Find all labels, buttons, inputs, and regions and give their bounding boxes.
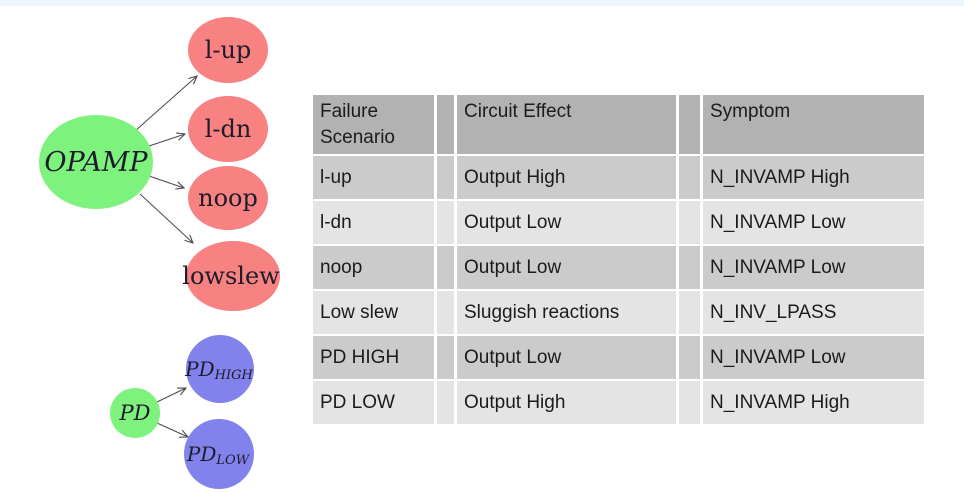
node-noop-label: noop xyxy=(198,184,258,212)
node-pd-low-label: PDLOW xyxy=(186,442,251,468)
header-symptom: Symptom xyxy=(703,95,924,154)
table-spacer-cell xyxy=(437,156,454,199)
node-lowslew-label: lowslew xyxy=(182,262,280,290)
node-l-dn: l-dn xyxy=(188,96,268,162)
table-cell-effect: Sluggish reactions xyxy=(457,291,676,334)
node-l-up: l-up xyxy=(188,17,268,83)
table-cell-scenario: Low slew xyxy=(313,291,434,334)
pd-high-subscript: HIGH xyxy=(214,368,254,383)
node-opamp: OPAMP xyxy=(39,115,153,209)
table-cell-scenario: l-dn xyxy=(313,201,434,244)
node-lowslew: lowslew xyxy=(182,241,280,311)
failure-table: Failure Scenario Circuit Effect Symptom … xyxy=(313,95,924,424)
table-cell-symptom: N_INVAMP High xyxy=(703,156,924,199)
table-spacer-cell xyxy=(679,95,700,154)
node-l-dn-label: l-dn xyxy=(205,115,252,143)
edge-opamp-noop xyxy=(148,175,184,188)
header-circuit-effect: Circuit Effect xyxy=(457,95,676,154)
table-cell-symptom: N_INVAMP High xyxy=(703,381,924,424)
node-pd-label: PD xyxy=(119,401,151,425)
table-spacer-cell xyxy=(679,246,700,289)
table-spacer-cell xyxy=(437,95,454,154)
table-cell-effect: Output High xyxy=(457,381,676,424)
node-opamp-label: OPAMP xyxy=(44,147,148,178)
table-spacer-cell xyxy=(437,291,454,334)
table-cell-symptom: N_INVAMP Low xyxy=(703,201,924,244)
edge-pd-high xyxy=(156,388,186,403)
node-noop: noop xyxy=(188,166,268,230)
table-cell-effect: Output Low xyxy=(457,336,676,379)
pd-edges xyxy=(156,388,188,437)
edge-opamp-l-up xyxy=(134,76,197,132)
table-spacer-cell xyxy=(437,201,454,244)
edge-pd-low xyxy=(156,422,188,437)
table-cell-effect: Output High xyxy=(457,156,676,199)
pd-low-main: PD xyxy=(186,442,217,466)
table-spacer-cell xyxy=(679,201,700,244)
table-cell-scenario: PD HIGH xyxy=(313,336,434,379)
node-pd-high: PDHIGH xyxy=(184,335,254,403)
node-pd-high-label: PDHIGH xyxy=(184,357,253,383)
table-cell-scenario: noop xyxy=(313,246,434,289)
fault-diagram: OPAMP l-up l-dn noop lowslew PD PDHIGH P… xyxy=(39,17,280,489)
table-cell-scenario: l-up xyxy=(313,156,434,199)
opamp-edges xyxy=(134,76,197,243)
node-pd: PD xyxy=(110,388,160,438)
edge-opamp-lowslew xyxy=(139,193,193,243)
table-spacer-cell xyxy=(679,336,700,379)
header-failure-scenario: Failure Scenario xyxy=(313,95,434,154)
table-cell-effect: Output Low xyxy=(457,246,676,289)
top-strip xyxy=(0,0,964,6)
pd-high-main: PD xyxy=(184,357,215,381)
edge-opamp-l-dn xyxy=(148,134,185,147)
table-cell-symptom: N_INV_LPASS xyxy=(703,291,924,334)
table-cell-symptom: N_INVAMP Low xyxy=(703,246,924,289)
table-spacer-cell xyxy=(437,246,454,289)
table-spacer-cell xyxy=(679,156,700,199)
pd-low-subscript: LOW xyxy=(215,453,250,468)
table-cell-symptom: N_INVAMP Low xyxy=(703,336,924,379)
node-l-up-label: l-up xyxy=(205,36,252,64)
table-spacer-cell xyxy=(437,381,454,424)
table-cell-scenario: PD LOW xyxy=(313,381,434,424)
node-pd-low: PDLOW xyxy=(184,419,254,489)
table-cell-effect: Output Low xyxy=(457,201,676,244)
table-spacer-cell xyxy=(679,381,700,424)
table-spacer-cell xyxy=(437,336,454,379)
table-spacer-cell xyxy=(679,291,700,334)
